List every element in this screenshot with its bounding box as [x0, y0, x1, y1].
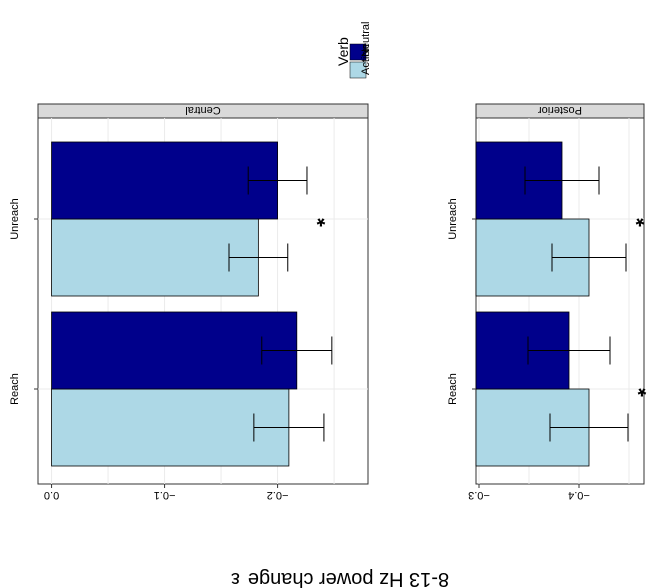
category-label: Reach: [447, 373, 459, 405]
value-tick-label: −0.4: [568, 489, 590, 501]
facet-panel-central: Central * Reach Unreach −0.2 −0.1 0.0: [9, 103, 369, 501]
legend-label-neutral: Neutral: [360, 22, 372, 57]
ticks-posterior: Reach Unreach −0.4 −0.3: [447, 198, 590, 501]
bar-reach-action: [51, 388, 290, 467]
facet-label-central: Central: [185, 104, 220, 116]
legend-title: Verb: [335, 37, 351, 66]
facet-label-posterior: Posterior: [538, 104, 582, 116]
value-tick-label: −0.2: [267, 489, 289, 501]
bars-posterior: **: [475, 141, 646, 467]
legend: Verb Action Neutral: [335, 22, 372, 79]
category-label: Unreach: [9, 198, 21, 240]
category-label: Reach: [9, 373, 21, 405]
facet-strip-central: [37, 103, 369, 119]
bar-unreach-neutral: [51, 141, 278, 220]
category-label: Unreach: [447, 198, 459, 240]
significance-marker: *: [635, 206, 644, 231]
legend-label-action: Action: [360, 44, 372, 75]
rotated-plot-group: 8-13 Hz power changeε Central * Reach Unr…: [9, 22, 646, 588]
facet-strip-posterior: [475, 103, 645, 119]
ticks-central: Reach Unreach −0.2 −0.1 0.0: [9, 198, 288, 501]
bars-central: *: [51, 141, 333, 467]
value-tick-label: −0.1: [154, 489, 176, 501]
axis-title: 8-13 Hz power changeε: [231, 568, 449, 588]
legend-swatch-action: [349, 61, 367, 79]
legend-swatch-neutral: [349, 43, 367, 61]
significance-marker: *: [316, 206, 325, 231]
bar-reach-neutral: [51, 311, 298, 390]
value-tick-label: −0.3: [468, 489, 490, 501]
value-tick-label: 0.0: [44, 489, 59, 501]
significance-marker: *: [637, 376, 646, 401]
bar-unreach-action: [51, 218, 259, 297]
